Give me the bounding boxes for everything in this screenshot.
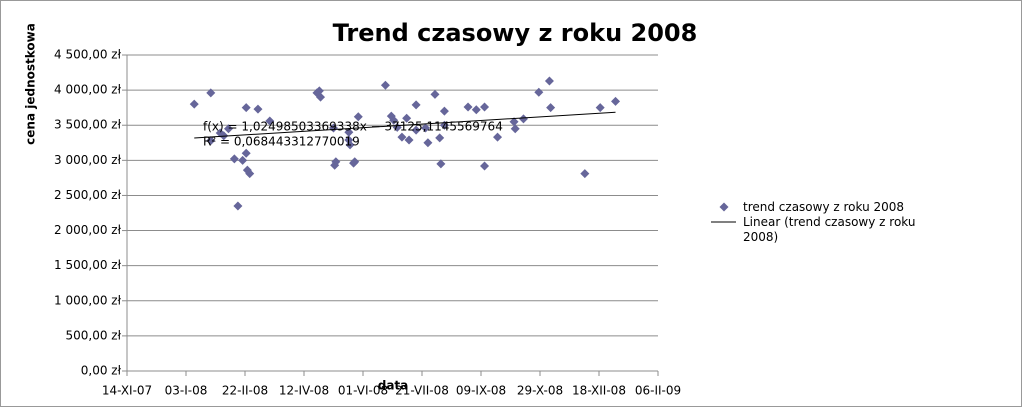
- x-tick-label: 01-VI-08: [338, 384, 388, 398]
- legend-marker: [719, 202, 729, 212]
- y-tick-label: 2 000,00 zł: [54, 223, 122, 237]
- point: [229, 154, 239, 164]
- point: [245, 169, 255, 179]
- point: [397, 132, 407, 142]
- chart-title: Trend czasowy z roku 2008: [333, 19, 698, 47]
- y-tick-label: 4 000,00 zł: [54, 83, 122, 97]
- y-axis-title: cena jednostkowa: [24, 23, 38, 145]
- x-tick-label: 09-IX-08: [456, 384, 506, 398]
- point: [345, 140, 355, 150]
- trendline: [194, 111, 616, 139]
- x-tick-label: 06-II-09: [635, 384, 681, 398]
- point: [544, 76, 554, 86]
- point: [206, 88, 216, 98]
- point: [331, 157, 341, 167]
- point: [223, 124, 233, 134]
- point: [436, 159, 446, 169]
- x-axis-title: data: [378, 379, 409, 393]
- point: [233, 201, 243, 211]
- point: [265, 116, 275, 126]
- y-tick-label: 4 500,00 zł: [54, 48, 122, 62]
- x-tick-label: 12-IV-08: [279, 384, 329, 398]
- y-tick-label: 500,00 zł: [65, 328, 121, 342]
- point: [253, 104, 263, 114]
- point: [595, 103, 605, 113]
- y-tick-label: 2 500,00 zł: [54, 188, 122, 202]
- point: [435, 133, 445, 143]
- point: [389, 115, 399, 125]
- legend-label: trend czasowy z roku 2008: [743, 200, 905, 214]
- point: [518, 114, 528, 124]
- point: [353, 112, 363, 122]
- point: [238, 155, 248, 165]
- point: [534, 87, 544, 97]
- y-tick-label: 3 500,00 zł: [54, 118, 122, 132]
- point: [316, 92, 326, 102]
- point: [380, 80, 390, 90]
- x-tick-label: 03-I-08: [165, 384, 208, 398]
- point: [423, 138, 433, 148]
- point: [493, 132, 503, 142]
- trend-equation: f(x) = 1,02498503369338x − 37125,1145569…: [203, 120, 503, 134]
- x-tick-label: 21-VII-08: [395, 384, 449, 398]
- point: [329, 123, 338, 133]
- x-tick-label: 14-XI-07: [102, 384, 152, 398]
- point: [404, 135, 414, 145]
- point: [402, 113, 412, 123]
- point: [510, 124, 520, 134]
- x-tick-label: 29-X-08: [517, 384, 563, 398]
- point: [430, 89, 440, 99]
- point: [439, 106, 449, 116]
- point: [480, 102, 490, 112]
- point: [344, 127, 354, 137]
- point: [411, 125, 421, 135]
- point: [350, 157, 360, 167]
- y-tick-label: 1 000,00 zł: [54, 293, 122, 307]
- y-tick-label: 0,00 zł: [81, 364, 122, 378]
- point: [206, 136, 216, 146]
- point: [421, 123, 431, 133]
- point: [314, 86, 324, 96]
- x-tick-label: 22-II-08: [222, 384, 268, 398]
- point: [463, 102, 473, 112]
- point: [546, 103, 556, 113]
- point: [241, 103, 251, 113]
- y-tick-label: 3 000,00 zł: [54, 153, 122, 167]
- point: [480, 161, 490, 171]
- legend-label: Linear (trend czasowy z roku 2008): [743, 215, 916, 244]
- point: [471, 105, 481, 115]
- point: [611, 96, 621, 106]
- x-tick-label: 18-XII-08: [572, 384, 626, 398]
- point: [509, 117, 519, 127]
- point: [241, 148, 251, 158]
- trend-r2: R² = 0,068443312770019: [203, 135, 360, 149]
- point: [580, 169, 590, 179]
- point: [411, 100, 421, 110]
- point: [189, 99, 199, 109]
- y-tick-label: 1 500,00 zł: [54, 258, 122, 272]
